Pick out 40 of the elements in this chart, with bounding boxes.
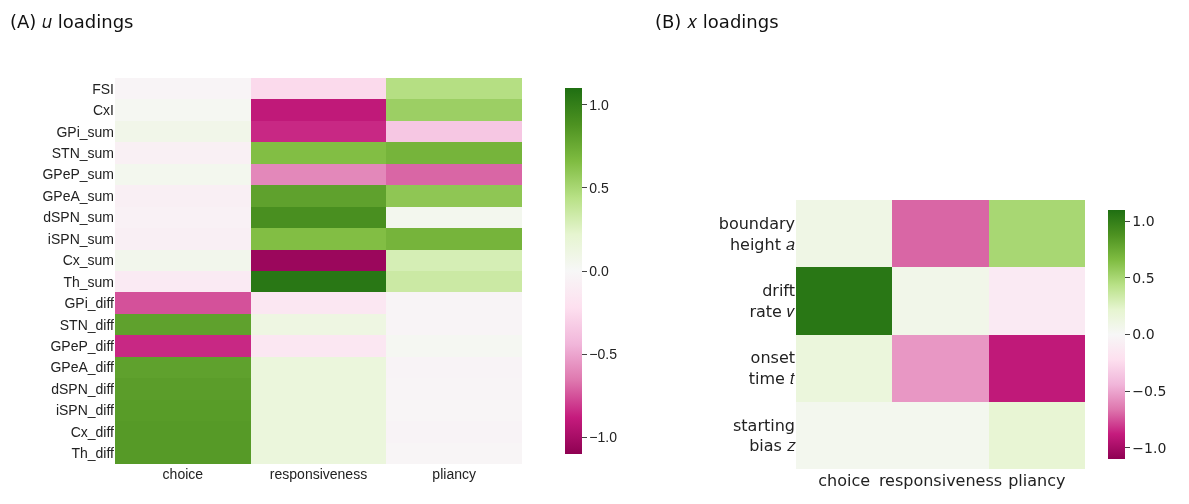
y-tick-label: Cx_sum	[62, 252, 114, 269]
y-tick-label: onset time 𝑡	[748, 348, 795, 389]
y-tick-label: GPeA_sum	[42, 187, 114, 204]
y-tick-label: GPeP_diff	[50, 337, 115, 354]
y-tick-label: Cx_diff	[70, 423, 115, 440]
color-bar-label: 1.0	[1132, 213, 1155, 230]
color-bar-label: 0.0	[1132, 326, 1155, 343]
x-tick-label: choice	[162, 466, 204, 482]
y-tick-label: starting bias 𝑧	[732, 415, 796, 456]
y-tick-label: Th_diff	[71, 445, 115, 462]
color-bar-label: −0.5	[589, 346, 618, 363]
color-bar-label: 1.0	[589, 96, 609, 113]
y-tick-label: dSPN_sum	[43, 209, 114, 226]
color-bar-label: −1.0	[1132, 439, 1167, 456]
x-tick-label: responsiveness	[269, 466, 368, 482]
y-tick-label: GPi_diff	[64, 295, 115, 312]
y-tick-label: CxI	[93, 102, 114, 119]
y-tick-label: STN_sum	[51, 144, 114, 161]
y-tick-label: STN_diff	[59, 316, 115, 333]
color-bar-label: 0.0	[589, 262, 609, 279]
color-bar-label: 0.5	[589, 179, 609, 196]
y-tick-label: FSI	[92, 80, 114, 97]
color-bar-label: −0.5	[1132, 382, 1167, 399]
y-tick-label: GPeA_diff	[50, 359, 115, 376]
chart-title: (B) 𝑥 loadings	[655, 11, 779, 33]
y-tick-label: drift rate 𝑣	[749, 281, 795, 321]
y-tick-label: Th_sum	[63, 273, 114, 290]
x-tick-label: choice	[818, 471, 871, 490]
color-bar-label: −1.0	[589, 429, 618, 446]
color-bar-label: 0.5	[1132, 269, 1155, 286]
y-tick-label: dSPN_diff	[51, 380, 115, 397]
x-tick-label: pliancy	[1008, 471, 1066, 490]
y-tick-label: boundary height 𝑎	[718, 213, 795, 254]
y-tick-label: iSPN_sum	[47, 230, 114, 247]
x-tick-label: responsiveness	[878, 471, 1003, 490]
x-tick-label: pliancy	[432, 466, 476, 482]
y-tick-label: GPeP_sum	[42, 166, 114, 183]
y-tick-label: GPi_sum	[56, 123, 114, 140]
y-tick-label: iSPN_diff	[55, 402, 115, 419]
chart-title: (A) 𝑢 loadings	[10, 11, 134, 33]
